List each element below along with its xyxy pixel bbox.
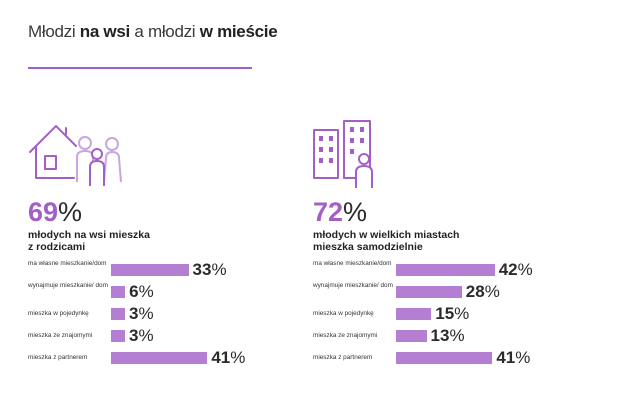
title-part-1: Młodzi xyxy=(28,22,76,41)
stat-bar xyxy=(111,330,125,342)
stat-value: 42% xyxy=(499,261,533,278)
stat-value-number: 28 xyxy=(465,282,485,301)
stat-label: mieszka ze znajomymi xyxy=(28,332,93,339)
stat-row: mieszka w pojedynkę 15% xyxy=(313,305,593,330)
stat-value-unit: % xyxy=(230,348,246,367)
stat-value-unit: % xyxy=(484,282,500,301)
stat-value: 3% xyxy=(129,327,154,344)
right-caption: młodych w wielkich miastach mieszka samo… xyxy=(313,229,513,253)
right-headline-unit: % xyxy=(343,197,368,227)
stat-value-unit: % xyxy=(449,326,465,345)
stat-bar xyxy=(396,330,427,342)
stat-value-number: 15 xyxy=(435,304,455,323)
stat-value: 41% xyxy=(496,349,530,366)
stat-label: ma własne mieszkanie/dom xyxy=(28,260,107,267)
left-headline: 69% xyxy=(28,199,82,226)
stat-label: ma własne mieszkanie/dom xyxy=(313,260,392,267)
stat-row: mieszka z partnerem 41% xyxy=(313,349,593,374)
stat-row: wynajmuje mieszkanie/ dom 28% xyxy=(313,282,593,308)
stat-bar xyxy=(111,286,126,298)
stat-value: 6% xyxy=(129,283,154,300)
stat-value: 13% xyxy=(431,327,465,344)
left-headline-value: 69 xyxy=(28,197,59,227)
title-part-4: w mieście xyxy=(199,22,278,41)
stat-bar xyxy=(396,264,495,276)
city-person-icon xyxy=(313,120,373,188)
stat-row: ma własne mieszkanie/dom 33% xyxy=(28,260,308,286)
stat-label: wynajmuje mieszkanie/ dom xyxy=(313,282,393,289)
family-house-icon xyxy=(29,125,122,186)
stat-bar xyxy=(396,286,462,298)
stat-row: mieszka ze znajomymi 13% xyxy=(313,327,593,352)
title-part-2: na wsi xyxy=(79,22,130,41)
stat-value-unit: % xyxy=(138,282,154,301)
stat-value: 3% xyxy=(129,305,154,322)
stat-label: mieszka w pojedynkę xyxy=(313,310,374,317)
stat-value-unit: % xyxy=(211,260,227,279)
stat-row: wynajmuje mieszkanie/ dom 6% xyxy=(28,282,308,308)
stat-value-unit: % xyxy=(515,348,531,367)
stat-value-number: 3 xyxy=(129,304,139,323)
stat-value: 15% xyxy=(435,305,469,322)
left-caption-line-2: z rodzicami xyxy=(28,241,86,253)
stat-value-unit: % xyxy=(138,304,154,323)
stat-value-number: 42 xyxy=(498,260,518,279)
stat-label: mieszka z partnerem xyxy=(28,354,88,361)
left-headline-unit: % xyxy=(58,197,83,227)
stat-value: 41% xyxy=(211,349,245,366)
right-headline: 72% xyxy=(313,199,367,226)
stat-value-unit: % xyxy=(517,260,533,279)
stat-bar xyxy=(396,352,493,364)
stat-label: mieszka w pojedynkę xyxy=(28,310,89,317)
stat-value-unit: % xyxy=(138,326,154,345)
stat-value-number: 33 xyxy=(192,260,212,279)
stat-value-number: 3 xyxy=(129,326,139,345)
stat-bar xyxy=(111,352,208,364)
page-title: Młodzi na wsi a młodzi w mieście xyxy=(28,22,278,42)
stat-row: mieszka w pojedynkę 3% xyxy=(28,305,308,330)
stat-value: 33% xyxy=(193,261,227,278)
stat-value: 28% xyxy=(466,283,500,300)
stat-label: mieszka ze znajomymi xyxy=(313,332,378,339)
stat-label: mieszka z partnerem xyxy=(313,354,373,361)
stat-value-number: 41 xyxy=(211,348,231,367)
stat-row: ma własne mieszkanie/dom 42% xyxy=(313,260,593,286)
stat-label: wynajmuje mieszkanie/ dom xyxy=(28,282,108,289)
stat-bar xyxy=(111,308,125,320)
stat-bar xyxy=(111,264,189,276)
stat-row: mieszka ze znajomymi 3% xyxy=(28,327,308,352)
title-divider xyxy=(28,67,252,69)
stat-value-unit: % xyxy=(454,304,470,323)
right-caption-line-1: młodych w wielkich miastach xyxy=(313,229,460,241)
stat-value-number: 13 xyxy=(430,326,450,345)
left-caption-line-1: młodych na wsi mieszka xyxy=(28,229,150,241)
stat-value-number: 41 xyxy=(496,348,516,367)
stat-value-number: 6 xyxy=(129,282,139,301)
stat-row: mieszka z partnerem 41% xyxy=(28,349,308,374)
left-caption: młodych na wsi mieszka z rodzicami xyxy=(28,229,228,253)
right-caption-line-2: mieszka samodzielnie xyxy=(313,241,423,253)
title-part-3: a młodzi xyxy=(134,22,196,41)
stat-bar xyxy=(396,308,432,320)
right-headline-value: 72 xyxy=(313,197,344,227)
